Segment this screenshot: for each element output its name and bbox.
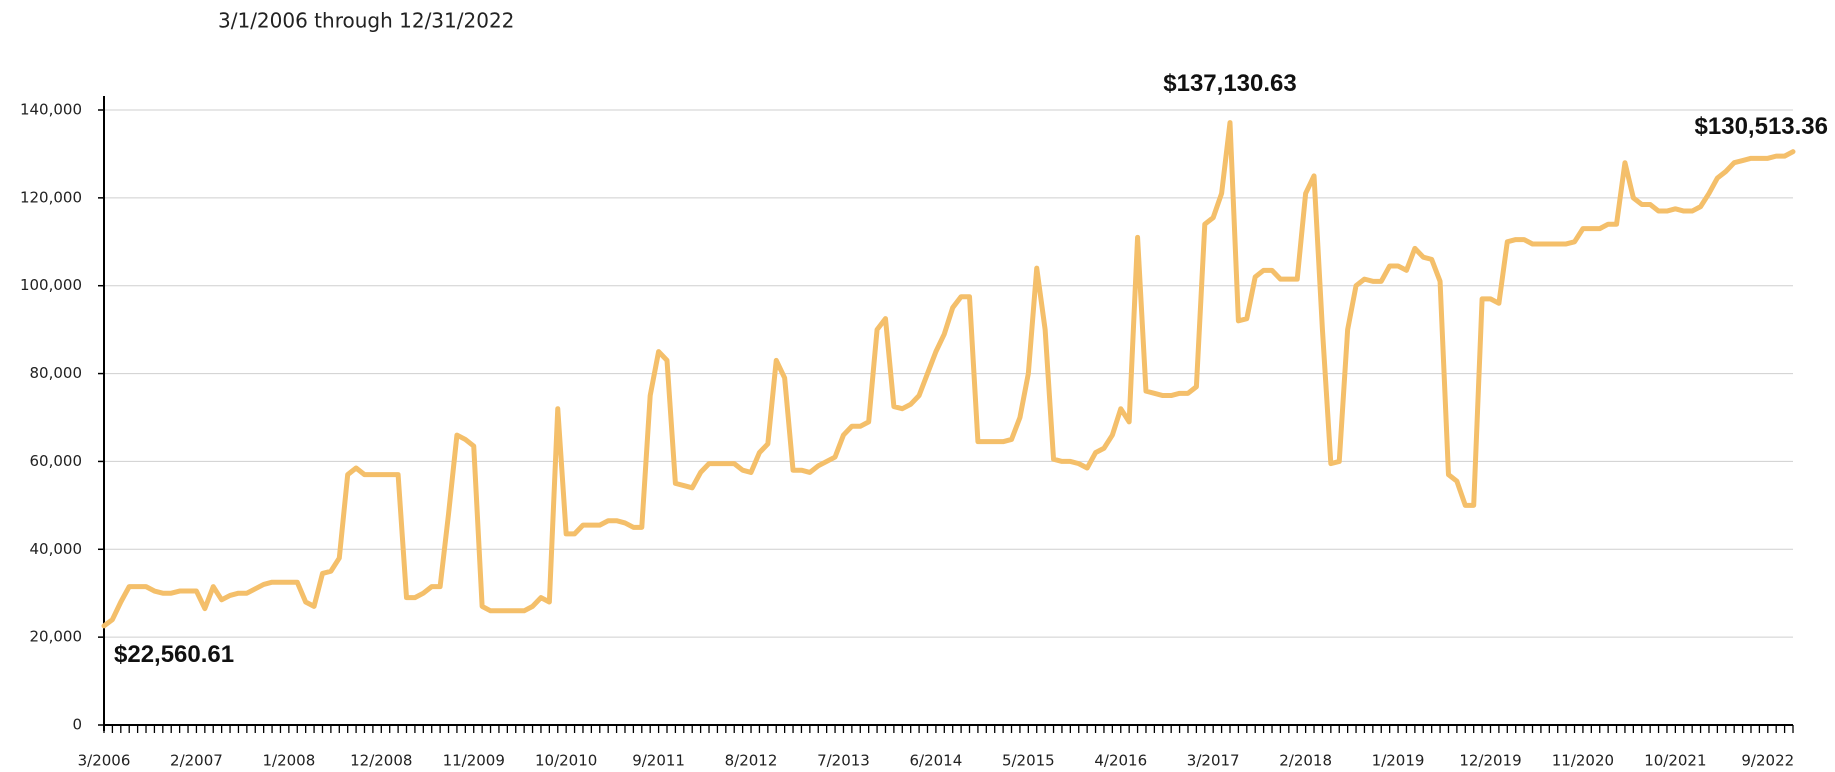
y-tick-label: 120,000: [20, 188, 82, 206]
x-tick-label: 12/2008: [350, 752, 412, 770]
x-tick-label: 10/2010: [535, 752, 597, 770]
y-tick-label: 60,000: [30, 452, 83, 470]
x-tick-label: 2/2007: [170, 752, 223, 770]
value-label: $130,513.36: [1695, 113, 1828, 140]
x-tick-label: 11/2020: [1552, 752, 1614, 770]
x-tick-label: 11/2009: [443, 752, 505, 770]
data-line: [101, 120, 1796, 629]
y-tick-label: 0: [72, 716, 82, 734]
x-tick-label: 12/2019: [1459, 752, 1521, 770]
x-tick-label: 4/2016: [1094, 752, 1147, 770]
x-tick-label: 2/2018: [1279, 752, 1332, 770]
y-tick-label: 100,000: [20, 276, 82, 294]
y-tick-label: 20,000: [30, 628, 83, 646]
x-tick-label: 1/2019: [1372, 752, 1425, 770]
x-tick-label: 5/2015: [1002, 752, 1055, 770]
y-tick-label: 40,000: [30, 540, 83, 558]
x-tick-label: 1/2008: [262, 752, 315, 770]
x-tick-label: 3/2006: [78, 752, 131, 770]
y-tick-label: 140,000: [20, 101, 82, 119]
x-tick-label: 9/2022: [1741, 752, 1794, 770]
x-tick-label: 6/2014: [910, 752, 963, 770]
x-tick-label: 10/2021: [1644, 752, 1706, 770]
x-tick-label: 3/2017: [1187, 752, 1240, 770]
x-tick-label: 8/2012: [725, 752, 778, 770]
x-tick-label: 9/2011: [632, 752, 685, 770]
value-label: $137,130.63: [1163, 70, 1296, 97]
chart-subtitle: 3/1/2006 through 12/31/2022: [218, 9, 514, 33]
x-tick-label: 7/2013: [817, 752, 870, 770]
value-label: $22,560.61: [114, 641, 234, 668]
y-tick-label: 80,000: [30, 364, 83, 382]
